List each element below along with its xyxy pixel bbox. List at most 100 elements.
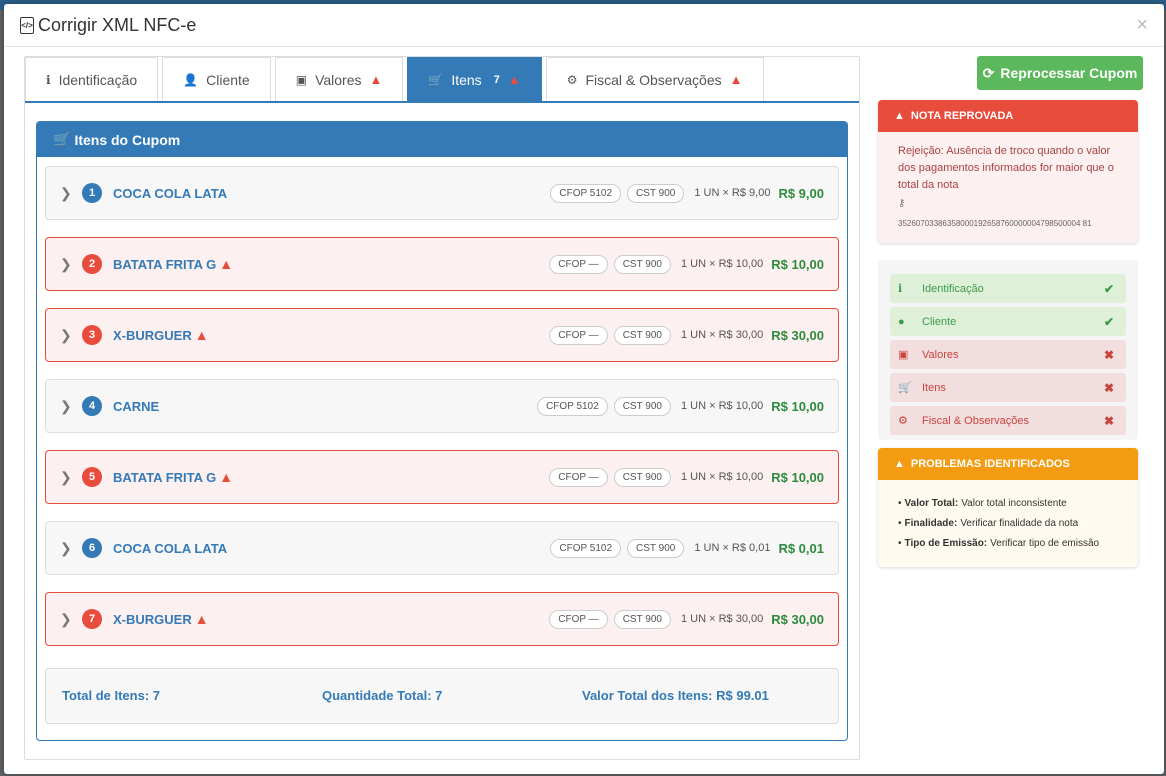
problem-item: • Finalidade: Verificar finalidade da no… xyxy=(898,518,1099,538)
problems-title: PROBLEMAS IDENTIFICADOS xyxy=(910,458,1070,470)
status-identificacao[interactable]: ℹ Identificação ✔ xyxy=(890,274,1126,303)
tab-count: 7 xyxy=(493,73,500,86)
problem-text: Valor total inconsistente xyxy=(961,498,1067,509)
item-name-text: X-BURGUER xyxy=(113,611,192,627)
info-icon: ℹ xyxy=(898,283,903,295)
warning-icon: ▲ xyxy=(219,469,234,485)
reprocess-button[interactable]: ⟳ Reprocessar Cupom xyxy=(977,56,1143,90)
tab-identificacao[interactable]: ℹ Identificação xyxy=(25,57,159,101)
problem-item: • Tipo de Emissão: Verificar tipo de emi… xyxy=(898,538,1099,558)
chevron-right-icon[interactable]: ❯ xyxy=(60,326,72,343)
money-icon: ▣ xyxy=(898,349,909,361)
problem-label: Valor Total: xyxy=(904,498,959,509)
cfop-badge: CFOP 5102 xyxy=(537,396,608,416)
item-details: CFOP 5102 CST 900 1 UN × R$ 9,00 R$ 9,00 xyxy=(550,183,824,203)
problems-heading: ▲ PROBLEMAS IDENTIFICADOS xyxy=(878,448,1138,480)
item-name-text: BATATA FRITA G xyxy=(113,256,217,272)
item-row-7[interactable]: ❯ 7 X-BURGUER ▲ CFOP — CST 900 1 UN × R$ … xyxy=(45,592,839,646)
status-label: Fiscal & Observações xyxy=(922,414,1029,427)
item-row-2[interactable]: ❯ 2 BATATA FRITA G ▲ CFOP — CST 900 1 UN … xyxy=(45,237,839,291)
cfop-badge: CFOP 5102 xyxy=(550,183,622,203)
item-name-text: BATATA FRITA G xyxy=(113,469,217,485)
bullet: • xyxy=(898,498,902,509)
problems-panel: ▲ PROBLEMAS IDENTIFICADOS • Valor Total:… xyxy=(878,448,1138,567)
chevron-right-icon[interactable]: ❯ xyxy=(60,184,72,201)
tab-cliente[interactable]: 👤 Cliente xyxy=(162,57,271,101)
chevron-right-icon[interactable]: ❯ xyxy=(60,397,72,414)
item-quantity: 1 UN × R$ 30,00 xyxy=(680,613,764,625)
tab-valores[interactable]: ▣ Valores ▲ xyxy=(274,57,404,101)
warning-icon: ▲ xyxy=(194,327,209,343)
status-itens[interactable]: 🛒 Itens ✖ xyxy=(890,373,1126,402)
item-quantity: 1 UN × R$ 9,00 xyxy=(694,187,771,199)
warning-icon: ▲ xyxy=(729,72,743,87)
refresh-icon: ⟳ xyxy=(982,64,995,81)
cst-badge: CST 900 xyxy=(613,325,671,345)
bullet: • xyxy=(898,518,902,529)
item-quantity: 1 UN × R$ 10,00 xyxy=(680,400,764,412)
item-price: R$ 30,00 xyxy=(771,327,824,343)
chevron-right-icon[interactable]: ❯ xyxy=(60,539,72,556)
problem-label: Tipo de Emissão: xyxy=(904,538,988,549)
item-row-4[interactable]: ❯ 4 CARNE CFOP 5102 CST 900 1 UN × R$ 10… xyxy=(45,379,839,433)
cst-badge: CST 900 xyxy=(627,538,685,558)
item-name: X-BURGUER ▲ xyxy=(113,327,209,343)
item-name-text: X-BURGUER xyxy=(113,327,192,343)
cst-badge: CST 900 xyxy=(613,254,671,274)
status-fiscal-observacoes[interactable]: ⚙ Fiscal & Observações ✖ xyxy=(890,406,1126,435)
cst-badge: CST 900 xyxy=(613,396,671,416)
alert-title: NOTA REPROVADA xyxy=(910,110,1014,122)
modal-title: </> Corrigir XML NFC-e xyxy=(20,15,196,36)
warning-icon: ▲ xyxy=(219,256,234,272)
item-row-1[interactable]: ❯ 1 COCA COLA LATA CFOP 5102 CST 900 1 U… xyxy=(45,166,839,220)
chevron-right-icon[interactable]: ❯ xyxy=(60,255,72,272)
status-valores[interactable]: ▣ Valores ✖ xyxy=(890,340,1126,369)
item-name: X-BURGUER ▲ xyxy=(113,611,209,627)
item-number: 2 xyxy=(82,254,102,274)
cfop-badge: CFOP 5102 xyxy=(550,538,622,558)
close-button[interactable]: × xyxy=(1136,14,1148,36)
item-name-text: COCA COLA LATA xyxy=(113,540,228,556)
chevron-right-icon[interactable]: ❯ xyxy=(60,468,72,485)
item-row-5[interactable]: ❯ 5 BATATA FRITA G ▲ CFOP — CST 900 1 UN … xyxy=(45,450,839,504)
gears-icon: ⚙ xyxy=(898,415,908,427)
item-number: 4 xyxy=(82,396,102,416)
tab-fiscal-observacoes[interactable]: ⚙ Fiscal & Observações ▲ xyxy=(545,57,764,101)
correct-xml-modal: </> Corrigir XML NFC-e × ℹ Identificação… xyxy=(4,4,1164,774)
tab-label: Fiscal & Observações xyxy=(585,71,722,88)
rejection-alert: ▲ NOTA REPROVADA Rejeição: Ausência de t… xyxy=(878,100,1138,243)
item-row-6[interactable]: ❯ 6 COCA COLA LATA CFOP 5102 CST 900 1 U… xyxy=(45,521,839,575)
status-cliente[interactable]: ● Cliente ✔ xyxy=(890,307,1126,336)
item-details: CFOP — CST 900 1 UN × R$ 10,00 R$ 10,00 xyxy=(549,467,824,487)
problem-item: • Valor Total: Valor total inconsistente xyxy=(898,498,1099,518)
warning-icon: ▲ xyxy=(894,110,905,122)
cfop-badge: CFOP — xyxy=(549,254,608,274)
problem-text: Verificar tipo de emissão xyxy=(990,538,1100,549)
item-row-3[interactable]: ❯ 3 X-BURGUER ▲ CFOP — CST 900 1 UN × R$ … xyxy=(45,308,839,362)
item-name: BATATA FRITA G ▲ xyxy=(113,469,233,485)
status-label: Itens xyxy=(922,381,946,394)
chevron-right-icon[interactable]: ❯ xyxy=(60,610,72,627)
alert-message: Rejeição: Ausência de troco quando o val… xyxy=(898,145,1114,191)
cross-icon: ✖ xyxy=(1103,347,1114,362)
tabs-area: ℹ Identificação 👤 Cliente ▣ Valores ▲ 🛒 … xyxy=(24,56,860,760)
item-list: ❯ 1 COCA COLA LATA CFOP 5102 CST 900 1 U… xyxy=(45,166,839,663)
warning-icon: ▲ xyxy=(894,458,905,470)
item-name: COCA COLA LATA xyxy=(113,541,227,556)
reprocess-label: Reprocessar Cupom xyxy=(1000,65,1138,81)
status-label: Identificação xyxy=(922,282,984,295)
warning-icon: ▲ xyxy=(507,72,521,87)
tab-underline xyxy=(25,101,859,103)
warning-icon: ▲ xyxy=(369,72,383,87)
modal-header: </> Corrigir XML NFC-e × xyxy=(4,4,1164,47)
cst-badge: CST 900 xyxy=(613,467,671,487)
tab-itens[interactable]: 🛒 Itens 7 ▲ xyxy=(407,57,542,101)
item-price: R$ 10,00 xyxy=(771,469,824,485)
item-price: R$ 30,00 xyxy=(771,611,824,627)
tab-label: Cliente xyxy=(206,71,250,88)
bullet: • xyxy=(898,538,902,549)
problem-label: Finalidade: xyxy=(904,518,958,529)
item-number: 7 xyxy=(82,609,102,629)
tab-label: Valores xyxy=(315,71,362,88)
panel-title: Itens do Cupom xyxy=(74,131,181,148)
